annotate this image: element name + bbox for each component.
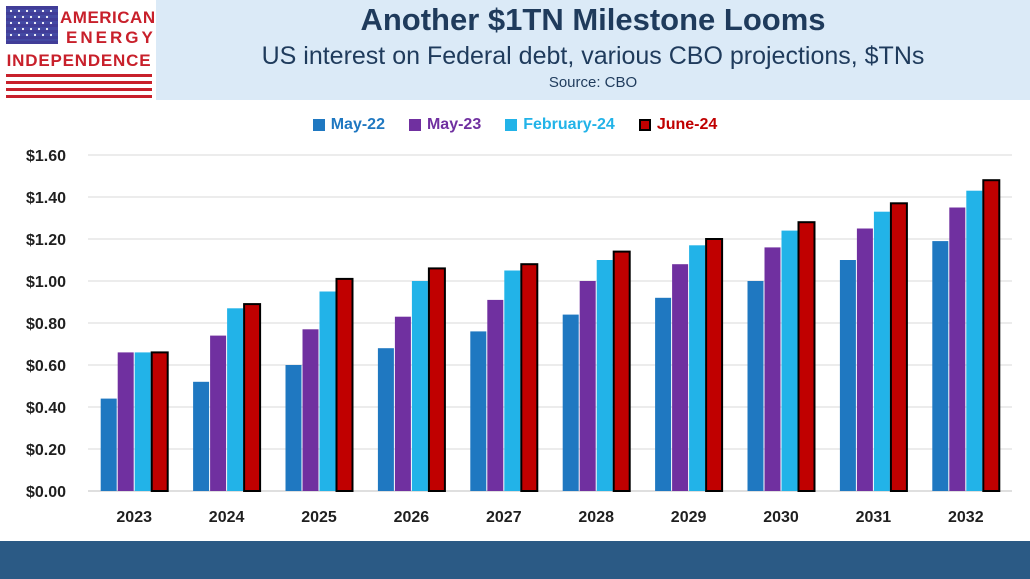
bar-february-24-2023 <box>134 352 151 491</box>
bar-february-24-2027 <box>504 270 521 491</box>
x-tick-label: 2023 <box>116 509 152 526</box>
legend-swatch <box>505 119 518 131</box>
bar-may-22-2028 <box>562 314 579 491</box>
legend-label: June-24 <box>656 116 718 133</box>
logo-line-2: ENERGY <box>66 28 156 47</box>
bar-may-23-2030 <box>764 247 781 491</box>
x-tick-label: 2030 <box>763 509 799 526</box>
bar-june-24-2032 <box>982 179 1001 492</box>
bar-may-23-2026 <box>394 316 411 491</box>
x-tick-label: 2029 <box>671 509 707 526</box>
bar-february-24-2024 <box>227 308 244 491</box>
legend-swatch <box>408 119 421 131</box>
y-tick-label: $1.20 <box>26 232 66 249</box>
bar-may-22-2027 <box>470 331 487 491</box>
bar-june-24-2023 <box>150 351 169 492</box>
bar-february-24-2031 <box>873 211 890 491</box>
bar-june-24-2029 <box>705 238 724 492</box>
x-tick-label: 2032 <box>948 509 984 526</box>
bar-june-24-2026 <box>427 267 446 492</box>
bar-february-24-2026 <box>411 281 428 491</box>
bar-may-23-2028 <box>579 281 596 491</box>
x-tick-label: 2025 <box>301 509 337 526</box>
bar-february-24-2028 <box>596 260 613 491</box>
bar-may-22-2024 <box>193 381 210 491</box>
legend-label: May-22 <box>330 116 385 133</box>
bar-february-24-2032 <box>966 190 983 491</box>
x-tick-label: 2026 <box>394 509 430 526</box>
bar-chart: $0.00 $0.20 $0.40 $0.60 $0.80 $1.00 $1.20 $1.40… <box>26 148 1012 526</box>
legend-item-february-24: February-24 <box>505 116 615 134</box>
chart-title: Another $1TN Milestone Looms <box>360 2 826 37</box>
legend-label: May-23 <box>426 116 482 133</box>
footer-band <box>0 541 1030 579</box>
y-tick-label: $1.40 <box>26 190 66 207</box>
legend-label: February-24 <box>523 116 615 133</box>
bar-may-22-2025 <box>285 365 302 491</box>
legend-swatch <box>638 119 651 131</box>
bar-february-24-2025 <box>319 291 336 491</box>
y-tick-label: $0.20 <box>26 442 66 459</box>
bar-may-22-2023 <box>100 398 117 491</box>
y-tick-label: $1.60 <box>26 148 66 165</box>
bar-may-22-2031 <box>839 260 856 491</box>
bar-may-22-2029 <box>655 297 672 491</box>
logo-line-1: AMERICAN <box>60 8 156 27</box>
bar-may-23-2032 <box>949 207 966 491</box>
chart-source: Source: CBO <box>548 74 638 91</box>
legend-item-may-23: May-23 <box>408 116 482 134</box>
us-flag-icon <box>6 6 58 44</box>
legend-item-june-24: June-24 <box>638 116 718 134</box>
chart-subtitle: US interest on Federal debt, various CBO… <box>261 42 925 70</box>
header-band <box>156 0 1030 100</box>
y-tick-label: $0.80 <box>26 316 66 333</box>
y-tick-label: $0.60 <box>26 358 66 375</box>
bar-june-24-2028 <box>612 250 631 492</box>
x-tick-label: 2024 <box>209 509 245 526</box>
chart-legend: May-22 May-23 February-24 June-24 <box>0 112 1030 138</box>
bar-may-23-2029 <box>672 264 689 491</box>
bar-may-23-2031 <box>856 228 873 491</box>
bar-may-22-2030 <box>747 281 764 491</box>
bar-june-24-2030 <box>797 221 816 492</box>
logo-line-3: INDEPENDENCE <box>6 51 152 70</box>
bar-may-22-2026 <box>377 348 394 491</box>
x-tick-label: 2027 <box>486 509 522 526</box>
bar-may-23-2025 <box>302 329 319 491</box>
x-tick-label: 2028 <box>578 509 614 526</box>
bar-february-24-2030 <box>781 230 798 491</box>
bar-may-23-2024 <box>210 335 227 491</box>
legend-swatch <box>312 119 325 131</box>
y-tick-label: $0.40 <box>26 400 66 417</box>
bar-may-23-2027 <box>487 299 504 491</box>
legend-item-may-22: May-22 <box>312 116 385 134</box>
bar-february-24-2029 <box>689 245 706 491</box>
bar-may-22-2032 <box>932 241 949 491</box>
bar-may-23-2023 <box>117 352 134 491</box>
y-tick-label: $0.00 <box>26 484 66 501</box>
bar-june-24-2024 <box>243 303 262 492</box>
brand-logo: AMERICAN ENERGY INDEPENDENCE <box>6 6 156 98</box>
bar-june-24-2027 <box>520 263 539 492</box>
x-tick-label: 2031 <box>856 509 892 526</box>
y-tick-label: $1.00 <box>26 274 66 291</box>
logo-stripes <box>6 74 152 98</box>
bar-june-24-2025 <box>335 277 354 492</box>
bar-june-24-2031 <box>889 202 908 493</box>
